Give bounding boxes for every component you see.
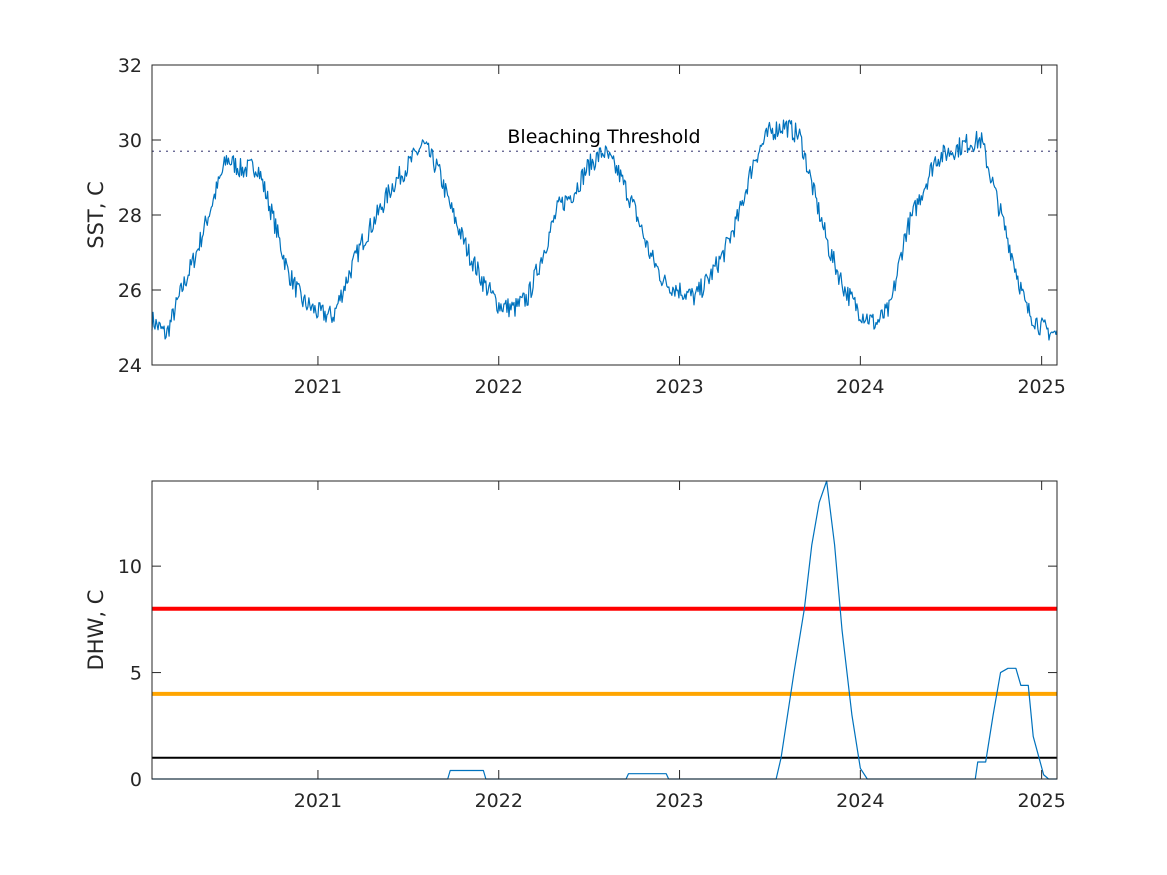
dhw-y-tick-label: 5 <box>130 663 142 685</box>
sst-y-tick-label: 30 <box>118 130 142 152</box>
dhw-x-ticks: 2021 2022 2023 2024 2025 <box>294 481 1066 812</box>
dhw-x-tick-label: 2024 <box>836 790 884 812</box>
dhw-x-tick-label: 2023 <box>655 790 703 812</box>
dhw-y-tick-label: 10 <box>118 556 142 578</box>
dhw-panel: 2021 2022 2023 2024 2025 0 5 10 DHW, C <box>84 480 1066 812</box>
sst-y-tick-label: 24 <box>118 355 142 377</box>
sst-y-tick-label: 28 <box>118 205 142 227</box>
bleaching-threshold-label: Bleaching Threshold <box>507 126 700 148</box>
dhw-series-line <box>152 480 1057 780</box>
dhw-x-tick-label: 2022 <box>475 790 523 812</box>
dhw-x-tick-label: 2025 <box>1017 790 1065 812</box>
sst-y-tick-label: 32 <box>118 55 142 77</box>
sst-y-axis-label: SST, C <box>84 181 108 249</box>
sst-panel: 2021 2022 2023 2024 2025 24 26 28 30 32 Bleachin… <box>84 55 1066 398</box>
sst-x-tick-label: 2021 <box>294 376 342 398</box>
dhw-y-axis-label: DHW, C <box>84 590 108 671</box>
sst-plot-area <box>151 119 1058 341</box>
sst-x-ticks: 2021 2022 2023 2024 2025 <box>294 65 1066 398</box>
sst-y-tick-label: 26 <box>118 280 142 302</box>
dhw-axes-frame <box>151 480 1058 780</box>
sst-series-line <box>151 119 1058 341</box>
dhw-x-tick-label: 2021 <box>294 790 342 812</box>
dhw-plot-area <box>152 480 1057 780</box>
sst-y-ticks: 24 26 28 30 32 <box>118 55 1057 377</box>
sst-x-tick-label: 2025 <box>1017 376 1065 398</box>
dhw-y-tick-label: 0 <box>130 769 142 791</box>
sst-x-tick-label: 2022 <box>475 376 523 398</box>
sst-x-tick-label: 2024 <box>836 376 884 398</box>
dhw-y-ticks: 0 5 10 <box>118 556 1057 791</box>
sst-x-tick-label: 2023 <box>655 376 703 398</box>
